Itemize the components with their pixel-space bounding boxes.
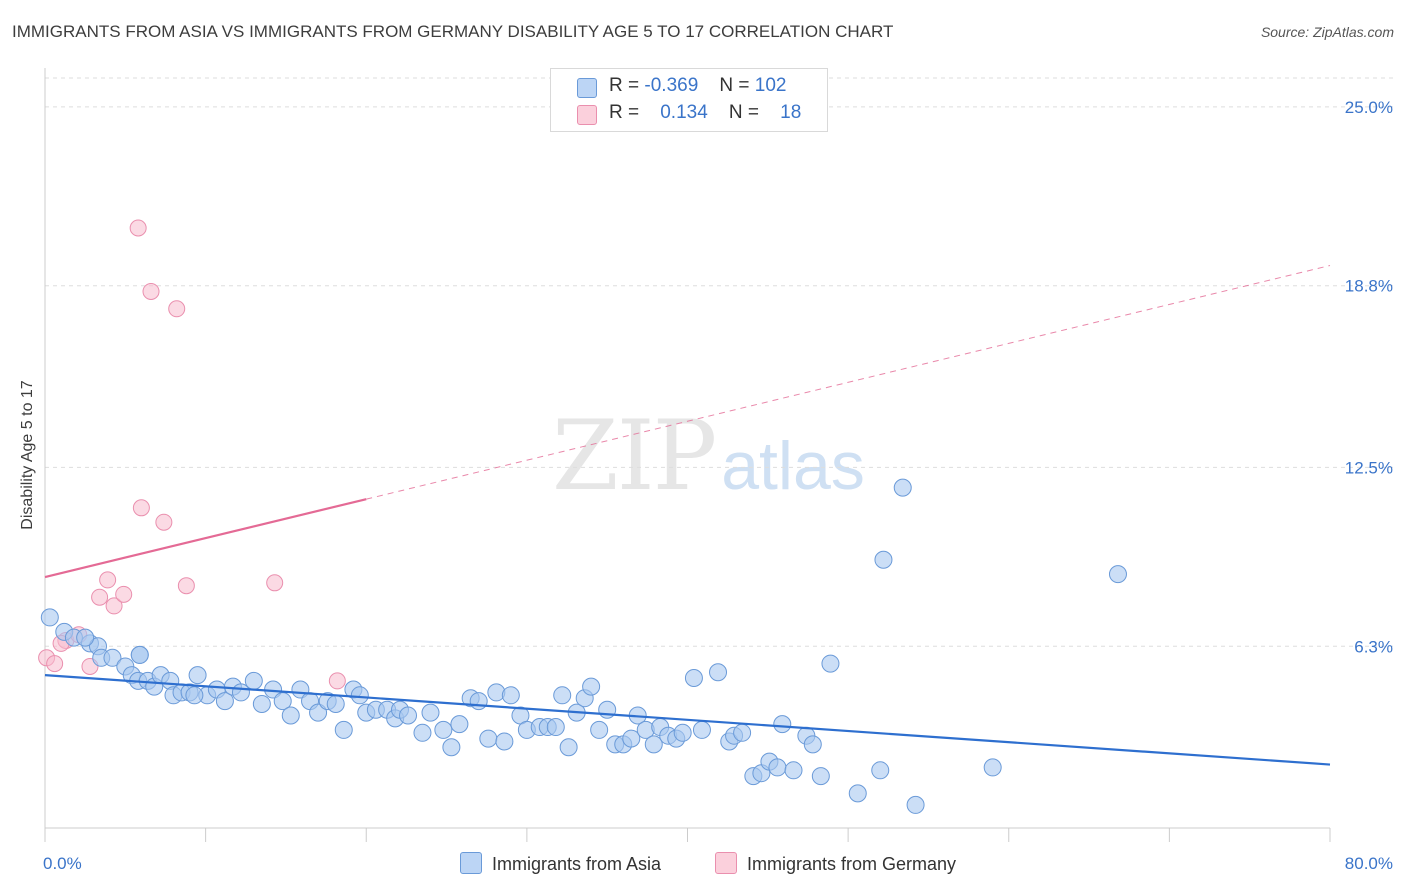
germany-point [132,499,150,517]
germany-point [177,577,195,595]
asia-point [479,729,498,748]
germany-point [142,282,160,300]
correlation-legend: R = -0.369 N = 102 R = 0.134 N = 18 [550,68,828,132]
legend-r-label: R = [609,75,640,96]
asia-point [399,706,418,725]
asia-point [244,671,263,690]
asia-point [582,677,601,696]
asia-point [821,654,840,673]
germany-point [168,300,186,318]
asia-point [309,703,328,722]
asia-point [215,692,234,711]
legend-swatch-asia [577,78,597,98]
asia-point [644,735,663,754]
asia-point [434,720,453,739]
bottom-legend-swatch-asia [460,852,482,874]
bottom-legend-label-germany: Immigrants from Germany [747,854,957,874]
bottom-legend-label-asia: Immigrants from Asia [492,854,662,874]
asia-point [326,694,345,713]
bottom-legend-swatch-germany [715,852,737,874]
asia-point [768,758,787,777]
germany-point [99,571,117,589]
germany-point [115,585,133,603]
asia-trend-line [44,674,1331,766]
asia-point [803,735,822,754]
germany-point [129,219,147,237]
asia-point [413,723,432,742]
germany-point [266,574,284,592]
asia-point [874,550,893,569]
legend-swatch-germany [577,105,597,125]
germany-trend-line [44,498,367,579]
asia-point [773,715,792,734]
asia-point [442,738,461,757]
asia-point [103,648,122,667]
asia-point [709,663,728,682]
y-tick-label: 12.5% [1345,458,1393,477]
asia-point [1108,565,1127,584]
asia-point [784,761,803,780]
asia-point [893,478,912,497]
y-tick-label: 18.8% [1345,277,1393,296]
asia-point [495,732,514,751]
asia-point [130,645,149,664]
bottom-legend-germany: Immigrants from Germany [715,852,956,875]
asia-point [848,784,867,803]
asia-point [350,686,369,705]
asia-point [673,723,692,742]
germany-point [46,655,64,673]
asia-point [421,703,440,722]
bottom-legend-asia: Immigrants from Asia [460,852,661,875]
asia-point [185,686,204,705]
germany-point [328,672,346,690]
asia-point [553,686,572,705]
source-label: Source: ZipAtlas.com [1260,24,1394,40]
x-tick-label: 80.0% [1345,854,1393,873]
asia-point [40,608,59,627]
asia-point [871,761,890,780]
asia-point [692,720,711,739]
y-tick-label: 25.0% [1345,98,1393,117]
asia-point [906,795,925,814]
asia-point [188,666,207,685]
asia-point [501,686,520,705]
asia-point [546,718,565,737]
asia-point [559,738,578,757]
germany-point [155,513,173,531]
germany-point [105,597,123,615]
legend-r-label: R = [609,102,640,123]
legend-r-value-germany: 0.134 [660,102,708,123]
asia-point [334,720,353,739]
germany-trend-line-extension [366,265,1331,500]
legend-r-value-asia: -0.369 [644,75,699,96]
asia-point [450,715,469,734]
legend-n-value-asia: 102 [754,75,787,96]
x-tick-label: 0.0% [43,854,82,873]
chart-title: IMMIGRANTS FROM ASIA VS IMMIGRANTS FROM … [12,22,894,41]
asia-point [684,669,703,687]
asia-point [76,628,95,647]
asia-point [469,692,488,711]
legend-n-value-germany: 18 [780,102,802,123]
legend-n-label: N = [719,75,750,96]
asia-point [252,694,271,713]
asia-point [983,758,1002,777]
asia-point [622,729,641,748]
legend-n-label: N = [728,102,760,123]
asia-point [281,706,300,725]
y-tick-label: 6.3% [1354,637,1393,656]
asia-point [811,767,830,786]
germany-point [91,588,109,606]
asia-point [590,720,609,739]
asia-point [733,723,752,742]
